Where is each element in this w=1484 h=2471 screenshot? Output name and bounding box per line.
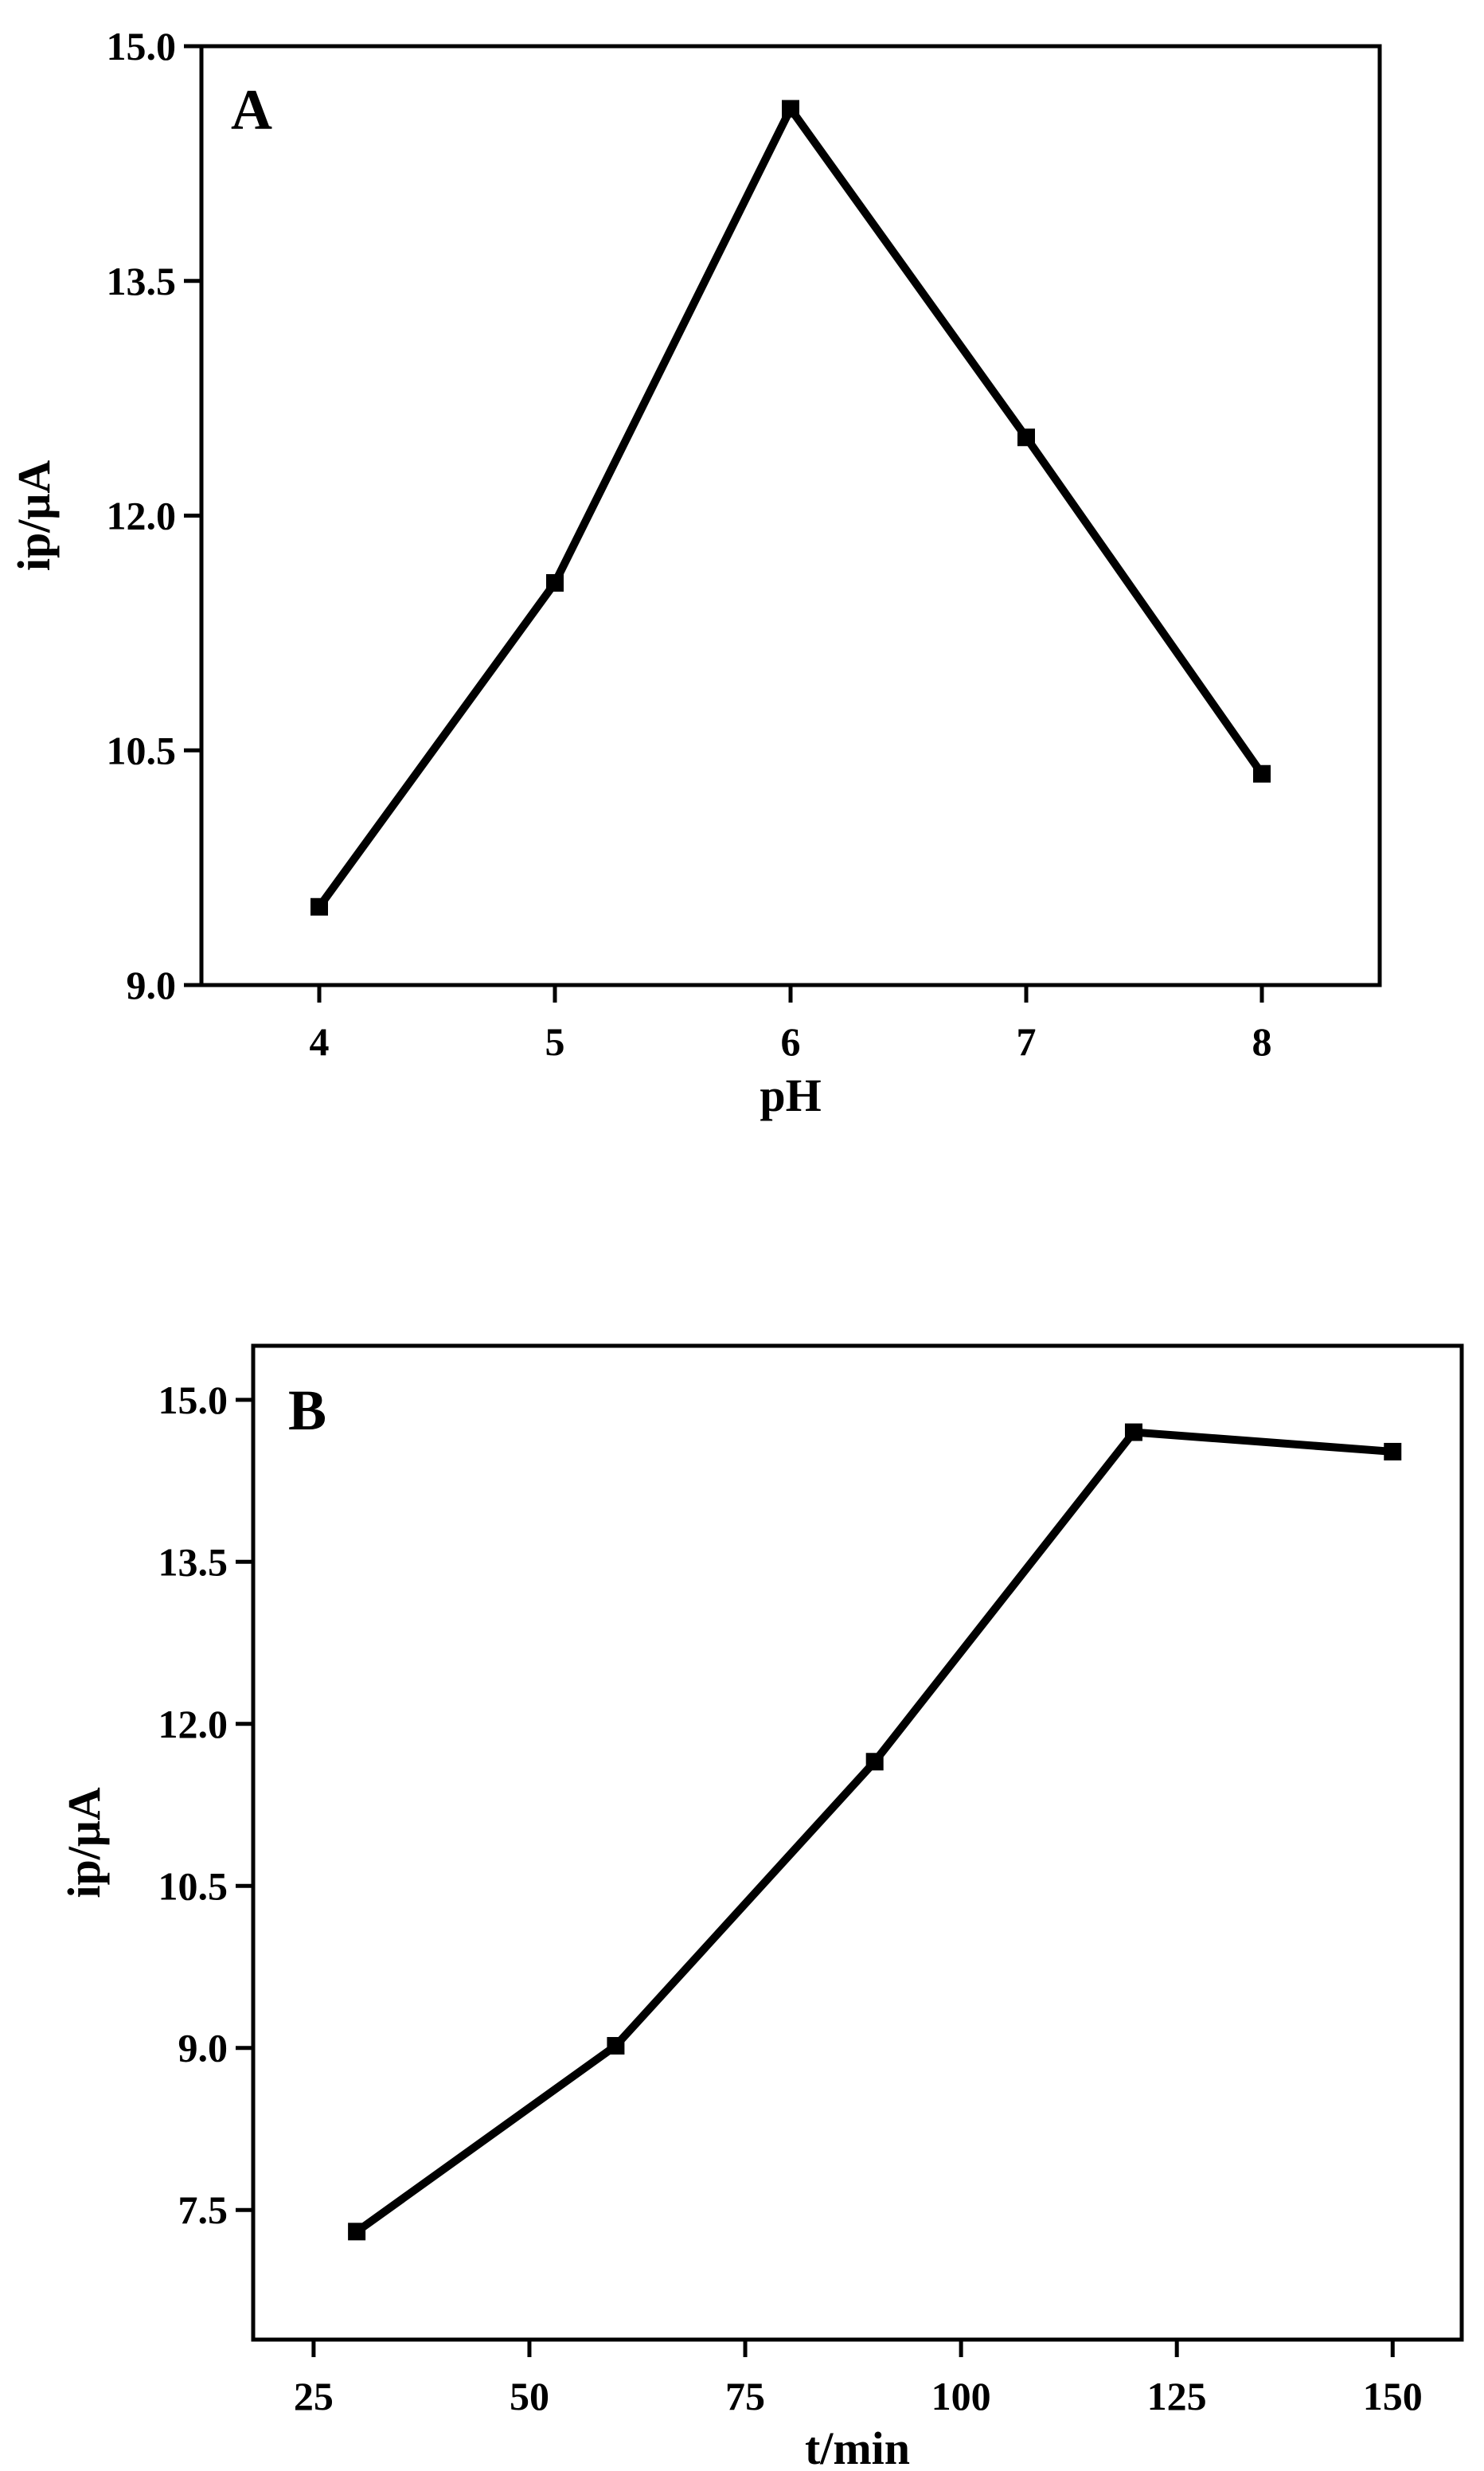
- x-tick-label: 6: [781, 1019, 801, 1064]
- data-point-marker: [310, 897, 328, 916]
- data-point-marker: [348, 2223, 366, 2241]
- panel-a: 4 5 6 7 8 9.0 10.5 12.0 13.5 15.0 pH ip/μA A: [8, 24, 1382, 1121]
- data-point-marker: [546, 573, 564, 592]
- data-point-marker: [1017, 428, 1035, 447]
- y-axis-label: ip/μA: [58, 1787, 110, 1898]
- y-axis-label: ip/μA: [8, 460, 60, 571]
- x-tick-label: 25: [294, 2374, 334, 2418]
- x-tick-label: 125: [1147, 2374, 1207, 2418]
- x-axis-label: pH: [760, 1069, 821, 1121]
- plot-frame: [251, 1343, 1464, 2342]
- data-point-marker: [1124, 1423, 1142, 1441]
- y-tick-label: 13.5: [107, 259, 177, 303]
- data-point-marker: [782, 100, 799, 118]
- y-tick-label: 12.0: [158, 1702, 228, 1746]
- x-tick-label: 100: [931, 2374, 991, 2418]
- data-point-marker: [1384, 1442, 1402, 1460]
- y-tick-label: 15.0: [158, 1378, 228, 1422]
- x-tick-label: 5: [545, 1019, 565, 1064]
- x-tick-label: 150: [1363, 2374, 1423, 2418]
- plot-frame: [199, 44, 1382, 987]
- series-line: [315, 100, 1266, 909]
- y-tick-label: 12.0: [107, 494, 177, 538]
- y-tick-label: 7.5: [178, 2188, 228, 2232]
- x-axis-label: t/min: [805, 2422, 910, 2471]
- panel-label: B: [288, 1378, 326, 1442]
- y-tick-label: 10.5: [158, 1863, 228, 1908]
- panel-label: A: [231, 78, 272, 142]
- y-tick-label: 15.0: [107, 24, 177, 68]
- series-line: [354, 1428, 1393, 2235]
- x-tick-label: 75: [725, 2374, 765, 2418]
- data-point-marker: [607, 2037, 625, 2055]
- x-tick-label: 8: [1252, 1019, 1272, 1064]
- x-tick-label: 7: [1017, 1019, 1037, 1064]
- y-tick-label: 9.0: [127, 963, 177, 1007]
- panel-b: 25 50 75 100 125 150 7.5 9.0 10.5 12.0 13.5 15.0 t/m…: [58, 1343, 1464, 2471]
- y-tick-label: 13.5: [158, 1539, 228, 1584]
- y-tick-label: 9.0: [178, 2026, 228, 2070]
- x-tick-label: 50: [510, 2374, 549, 2418]
- y-tick-label: 10.5: [107, 728, 177, 772]
- data-point-marker: [865, 1753, 884, 1771]
- data-point-marker: [1253, 764, 1271, 783]
- x-tick-label: 4: [310, 1019, 330, 1064]
